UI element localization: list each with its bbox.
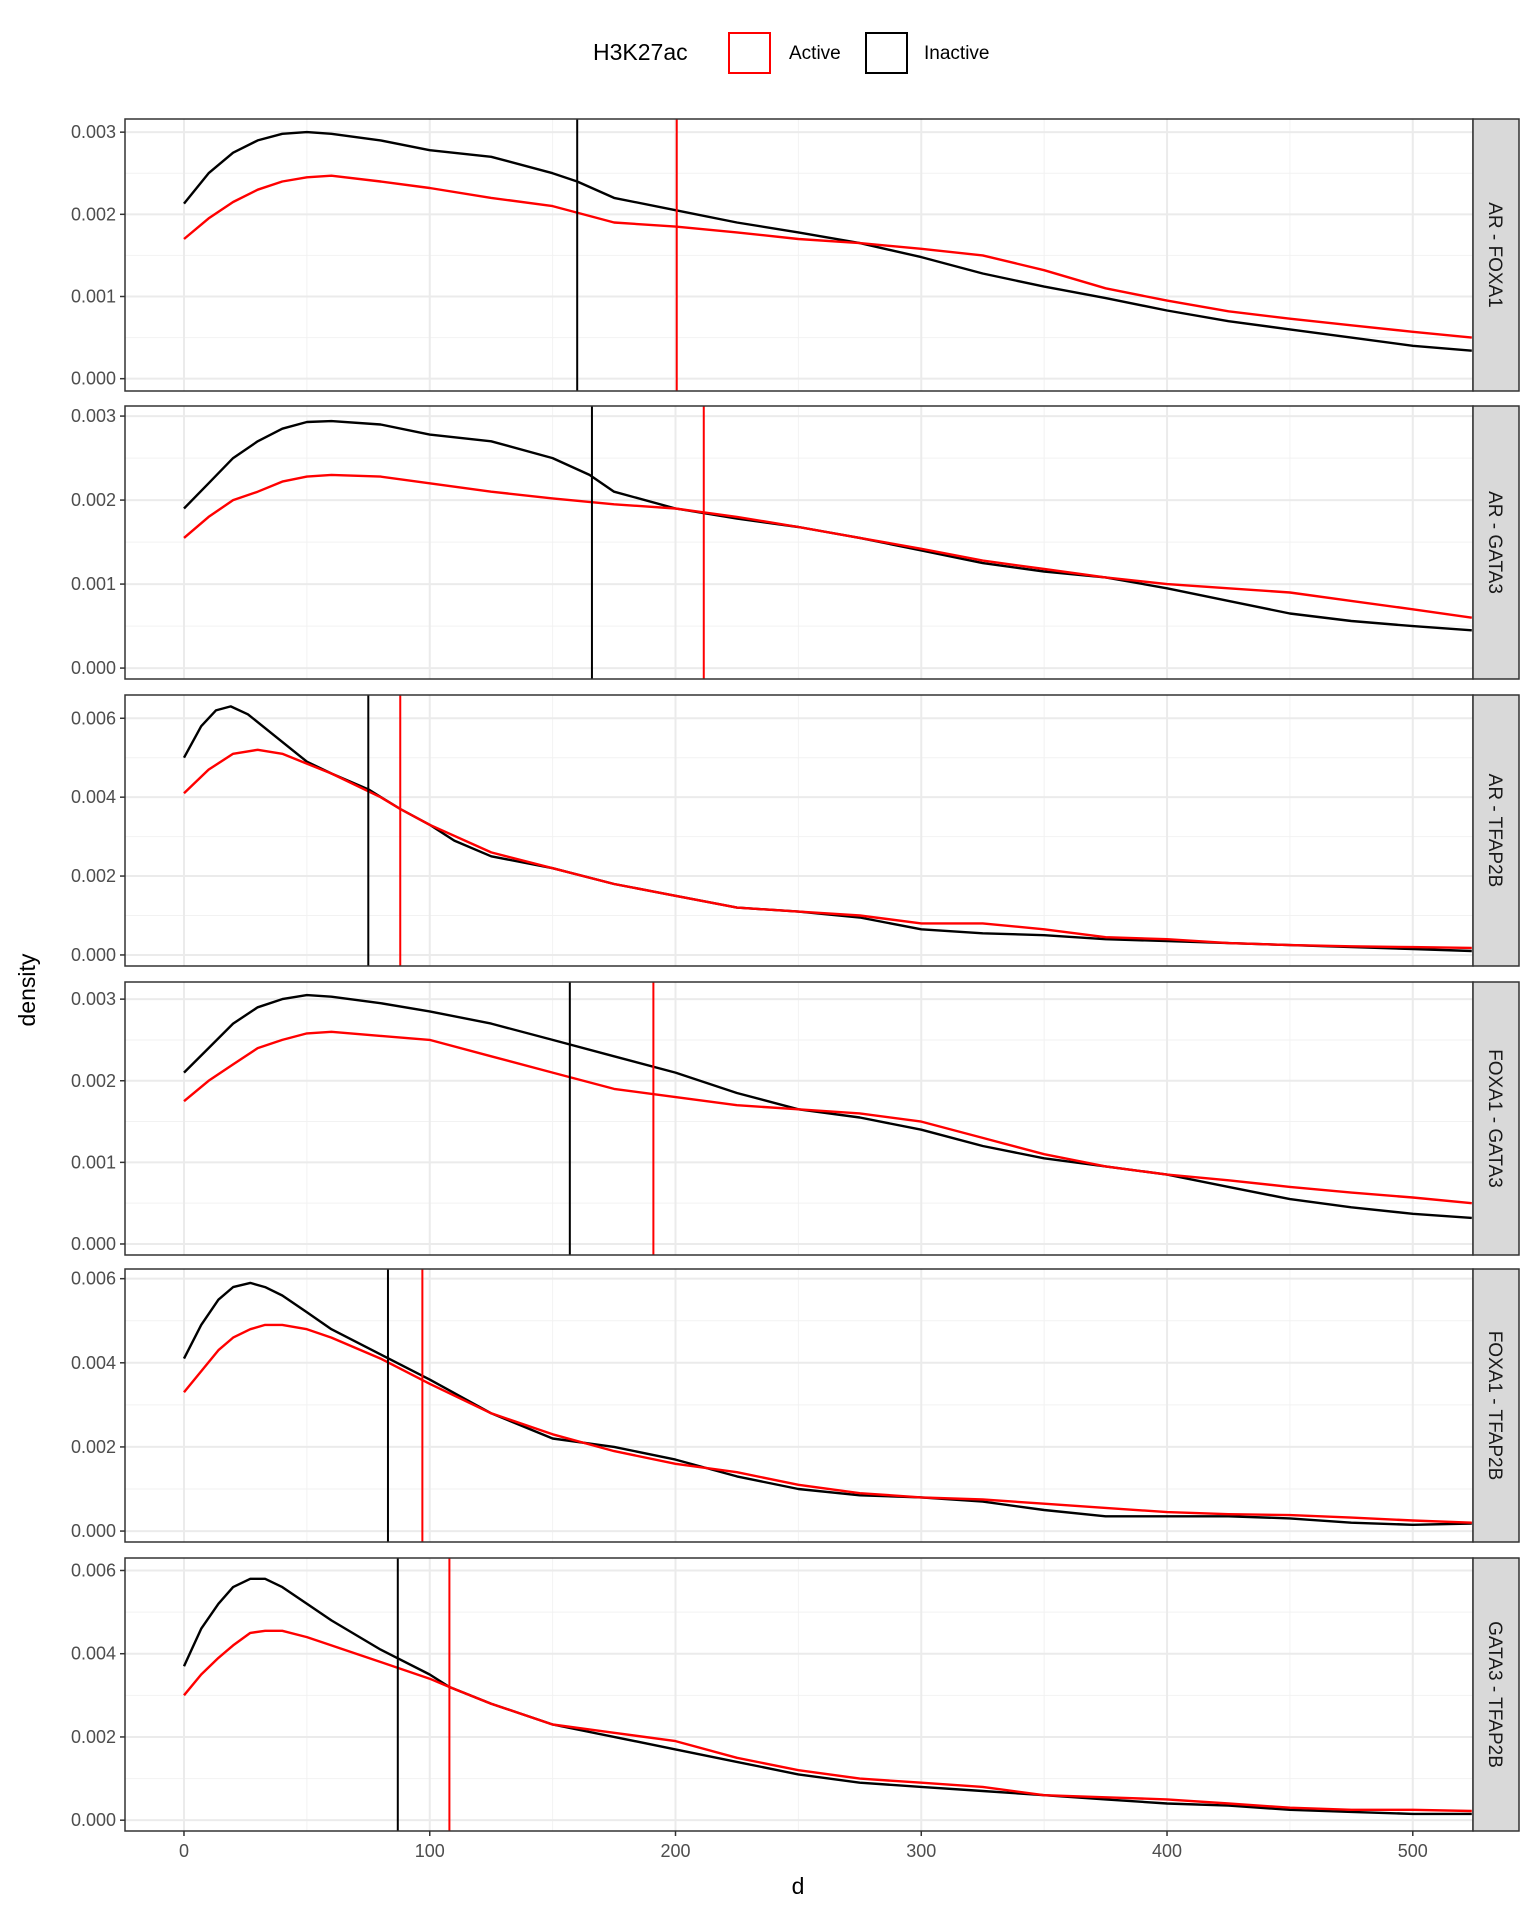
legend-key-inactive [865, 32, 908, 74]
y-tick-label: 0.003 [71, 122, 116, 142]
y-tick-label: 0.001 [71, 286, 116, 306]
y-tick-label: 0.006 [71, 708, 116, 728]
facet-strip [1472, 1268, 1520, 1543]
panel-background [125, 695, 1473, 966]
y-tick-label: 0.000 [71, 945, 116, 965]
density-line-active [183, 748, 1472, 950]
density-line-inactive [182, 1577, 1472, 1816]
y-tick-label: 0.001 [71, 574, 116, 594]
y-tick-label: 0.006 [71, 1560, 116, 1580]
legend-title: H3K27ac [593, 39, 688, 65]
density-line-active [183, 473, 1472, 619]
panel: 0.000 0.001 0.002 0.003 FOXA1 - GATA3 [71, 981, 1520, 1256]
facet-strip-label: AR - GATA3 [1484, 491, 1505, 594]
y-tick-label: 0.003 [71, 406, 116, 426]
panel-background [125, 1558, 1473, 1831]
y-tick-label: 0.000 [71, 1521, 116, 1541]
x-tick-label: 500 [1398, 1841, 1428, 1861]
panel: 0.000 0.002 0.004 0.006 FOXA1 - TFAP2B [71, 1268, 1520, 1543]
x-tick-label: 400 [1152, 1841, 1182, 1861]
x-tick-label: 100 [415, 1841, 445, 1861]
x-tick-label: 0 [179, 1841, 189, 1861]
x-tick-label: 300 [906, 1841, 936, 1861]
panel: 0.000 0.001 0.002 0.003 AR - FOXA1 [71, 118, 1520, 392]
y-tick-label: 0.001 [71, 1152, 116, 1172]
y-tick-label: 0.003 [71, 989, 116, 1009]
facet-strip [1472, 118, 1520, 392]
legend-label-inactive: Inactive [924, 43, 989, 64]
facet-strip [1472, 405, 1520, 680]
facet-strip-label: GATA3 - TFAP2B [1484, 1621, 1505, 1768]
x-axis-title: d [792, 1873, 805, 1899]
density-line-inactive [182, 1281, 1472, 1526]
y-tick-label: 0.004 [71, 1644, 116, 1664]
y-tick-label: 0.002 [71, 204, 116, 224]
facet-strip-label: FOXA1 - TFAP2B [1484, 1331, 1505, 1481]
facet-strip-label: FOXA1 - GATA3 [1484, 1049, 1505, 1188]
density-line-active [183, 174, 1472, 339]
facet-strip [1472, 694, 1520, 967]
density-line-active [183, 1030, 1472, 1205]
y-tick-label: 0.006 [71, 1269, 116, 1289]
facet-strip [1472, 981, 1520, 1256]
density-line-inactive [183, 130, 1472, 352]
y-tick-label: 0.000 [71, 369, 116, 389]
y-axis-title: density [14, 953, 40, 1026]
y-tick-label: 0.002 [71, 1437, 116, 1457]
y-tick-label: 0.002 [71, 866, 116, 886]
x-axis: 0 100 200 300 400 500 [179, 1831, 1428, 1861]
y-tick-label: 0.002 [71, 1071, 116, 1091]
y-tick-label: 0.002 [71, 490, 116, 510]
facet-strip-label: AR - FOXA1 [1484, 202, 1505, 308]
density-line-inactive [183, 993, 1472, 1220]
panel-background [125, 982, 1473, 1255]
facet-strip [1472, 1557, 1520, 1832]
legend: H3K27ac Active Inactive [593, 32, 989, 74]
panel: 0.000 0.002 0.004 0.006 GATA3 - TFAP2B [71, 1557, 1520, 1832]
panels: 0.000 0.001 0.002 0.003 AR - FOXA1 0.000 0.001… [71, 118, 1520, 1832]
legend-key-active [728, 32, 771, 74]
y-tick-label: 0.000 [71, 1810, 116, 1830]
facet-strip-label: AR - TFAP2B [1484, 774, 1505, 888]
y-tick-label: 0.000 [71, 658, 116, 678]
x-tick-label: 200 [660, 1841, 690, 1861]
legend-label-active: Active [789, 43, 841, 64]
density-line-active [183, 1323, 1472, 1524]
panel: 0.000 0.002 0.004 0.006 AR - TFAP2B [71, 694, 1520, 967]
y-tick-label: 0.002 [71, 1727, 116, 1747]
panel: 0.000 0.001 0.002 0.003 AR - GATA3 [71, 405, 1520, 680]
y-tick-label: 0.004 [71, 1353, 116, 1373]
density-line-active [183, 1629, 1472, 1813]
y-tick-label: 0.004 [71, 787, 116, 807]
y-tick-label: 0.000 [71, 1234, 116, 1254]
panel-background [125, 1269, 1473, 1542]
